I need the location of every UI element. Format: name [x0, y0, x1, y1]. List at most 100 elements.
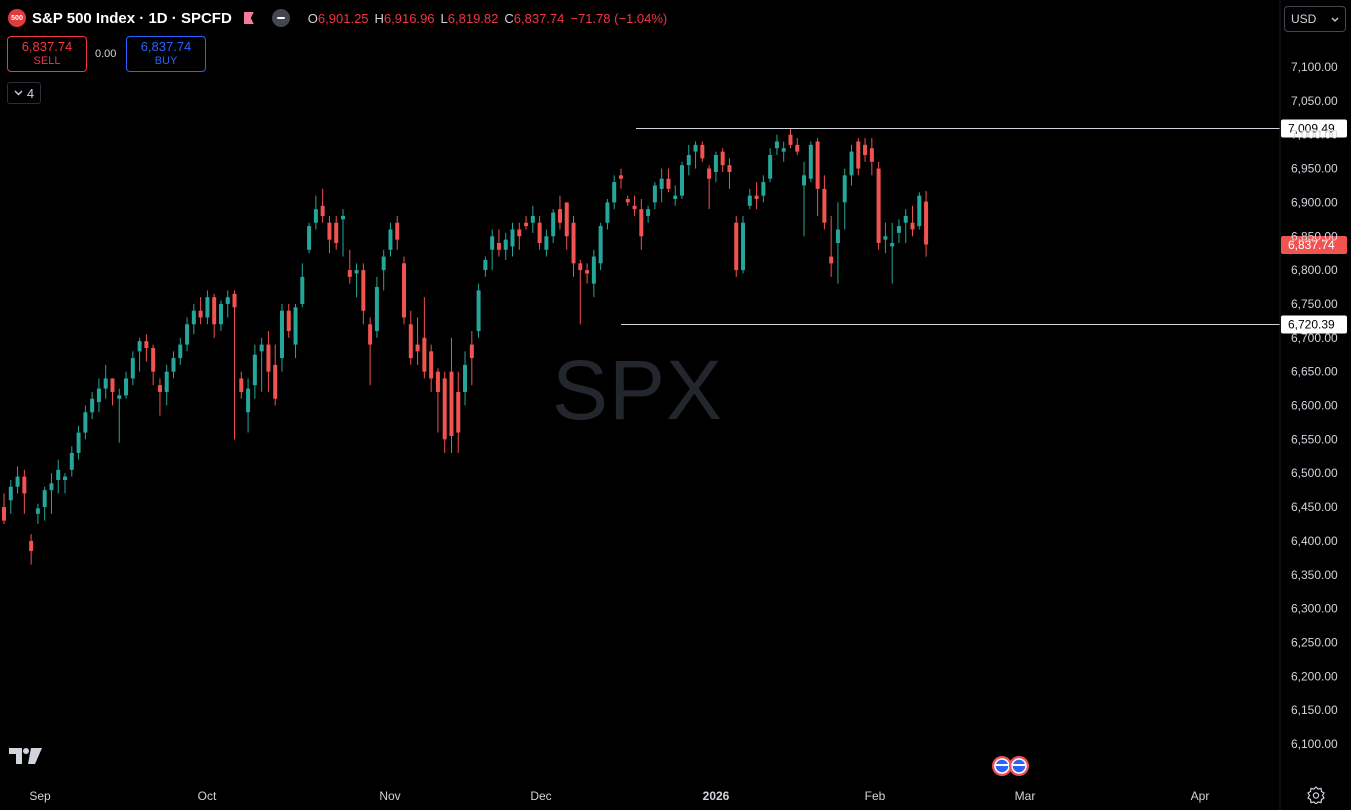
last-price-box: [1281, 236, 1347, 254]
chart-header: 500 S&P 500 Index · 1D · SPCFD O 6,901.25…: [8, 8, 667, 28]
candle-body: [707, 168, 712, 179]
candle-body: [2, 507, 6, 521]
candle-body: [361, 270, 366, 311]
time-tick-label: Mar: [1015, 789, 1036, 803]
level-label: 7,009.49: [1288, 122, 1335, 136]
candle-body: [686, 155, 691, 166]
low-label: L: [440, 10, 448, 26]
candle-body: [90, 398, 95, 413]
time-axis[interactable]: Sep Oct Nov Dec 2026 Feb Mar Apr: [29, 789, 1209, 803]
candle-body: [320, 205, 325, 216]
time-tick-label: Oct: [198, 789, 217, 803]
close-value: 6,837.74: [513, 10, 565, 26]
candle-body: [395, 222, 400, 240]
candle-body: [56, 469, 61, 480]
price-tick-label: 6,450.00: [1291, 500, 1338, 514]
sell-label: SELL: [33, 55, 61, 67]
candle-body: [510, 229, 515, 247]
candle-body: [103, 378, 108, 389]
tradingview-logo-icon[interactable]: [9, 746, 43, 766]
price-tick-label: 6,950.00: [1291, 162, 1338, 176]
candle-body: [198, 310, 203, 318]
indicators-count: 4: [26, 85, 35, 101]
candle-body: [456, 391, 461, 433]
candle-body: [429, 351, 434, 379]
candle-body: [591, 256, 596, 284]
indicators-toggle[interactable]: 4: [7, 82, 41, 104]
candle-body: [435, 371, 440, 392]
candle-body: [625, 199, 630, 203]
candle-body: [524, 222, 529, 227]
candle-body: [252, 354, 257, 386]
candle-body: [795, 144, 800, 152]
candle-body: [802, 175, 807, 186]
candle-body: [76, 432, 81, 453]
currency-select[interactable]: USD: [1284, 6, 1346, 32]
candle-body: [164, 371, 169, 392]
sell-button[interactable]: 6,837.74 SELL: [7, 36, 87, 72]
time-tick-label: Sep: [29, 789, 51, 803]
candle-body: [476, 290, 481, 332]
candle-body: [293, 307, 298, 345]
gear-icon[interactable]: [1307, 786, 1325, 804]
candle-body: [124, 378, 129, 396]
price-axis[interactable]: 7,100.00 7,050.00 7,000.00 6,950.00 6,900.00…: [1279, 0, 1338, 810]
candle-body: [768, 155, 773, 179]
candle-body: [191, 310, 196, 325]
buy-label: BUY: [154, 55, 178, 67]
candle-body: [388, 229, 393, 250]
price-tick-label: 6,100.00: [1291, 737, 1338, 751]
price-tick-label: 6,900.00: [1291, 195, 1338, 209]
candle-body: [815, 141, 820, 189]
candle-body: [130, 358, 135, 379]
chevron-down-icon: [14, 90, 23, 96]
candle-body: [286, 310, 291, 332]
candle-body: [551, 212, 556, 237]
candle-body: [822, 188, 827, 223]
candle-body: [483, 259, 488, 271]
candle-body: [598, 226, 603, 264]
candle-body: [313, 209, 318, 223]
candle-body: [29, 540, 34, 552]
candle-body: [374, 287, 379, 332]
candle-body: [605, 202, 610, 223]
symbol-watermark: SPX: [552, 343, 724, 437]
candle-body: [632, 205, 637, 210]
candle-body: [842, 175, 847, 203]
flag-icon[interactable]: [243, 12, 254, 24]
candle-body: [15, 476, 20, 487]
candle-body: [530, 215, 535, 223]
candle-body: [917, 195, 922, 227]
candle-body: [307, 226, 312, 250]
candle-body: [849, 151, 854, 176]
candle-body: [673, 195, 678, 200]
candle-body: [700, 144, 705, 159]
price-tick-label: 7,100.00: [1291, 60, 1338, 74]
candle-body: [422, 337, 427, 372]
candle-body: [727, 165, 732, 172]
candle-body: [734, 222, 739, 271]
candle-body: [720, 151, 725, 166]
candle-body: [863, 144, 868, 156]
candle-body: [896, 226, 901, 233]
symbol-title[interactable]: S&P 500 Index · 1D · SPCFD: [32, 9, 232, 27]
buy-button[interactable]: 6,837.74 BUY: [126, 36, 206, 72]
change-value: −71.78 (−1.04%): [570, 10, 668, 26]
candle-body: [442, 378, 447, 440]
candle-body: [646, 209, 651, 216]
hide-icon[interactable]: [271, 9, 290, 27]
events-icon[interactable]: [992, 756, 1029, 776]
candle-body: [110, 378, 115, 392]
price-tick-label: 6,650.00: [1291, 365, 1338, 379]
buy-price: 6,837.74: [140, 39, 192, 54]
candle-body: [571, 222, 576, 264]
last-price-label: 6,837.74: [1288, 238, 1335, 252]
candle-body: [381, 256, 386, 271]
candle-body: [490, 236, 495, 250]
candle-body: [239, 378, 244, 392]
price-tick-label: 7,050.00: [1291, 94, 1338, 108]
candle-body: [185, 324, 190, 345]
candle-body: [408, 324, 413, 359]
symbol-badge-icon[interactable]: 500: [8, 9, 26, 27]
